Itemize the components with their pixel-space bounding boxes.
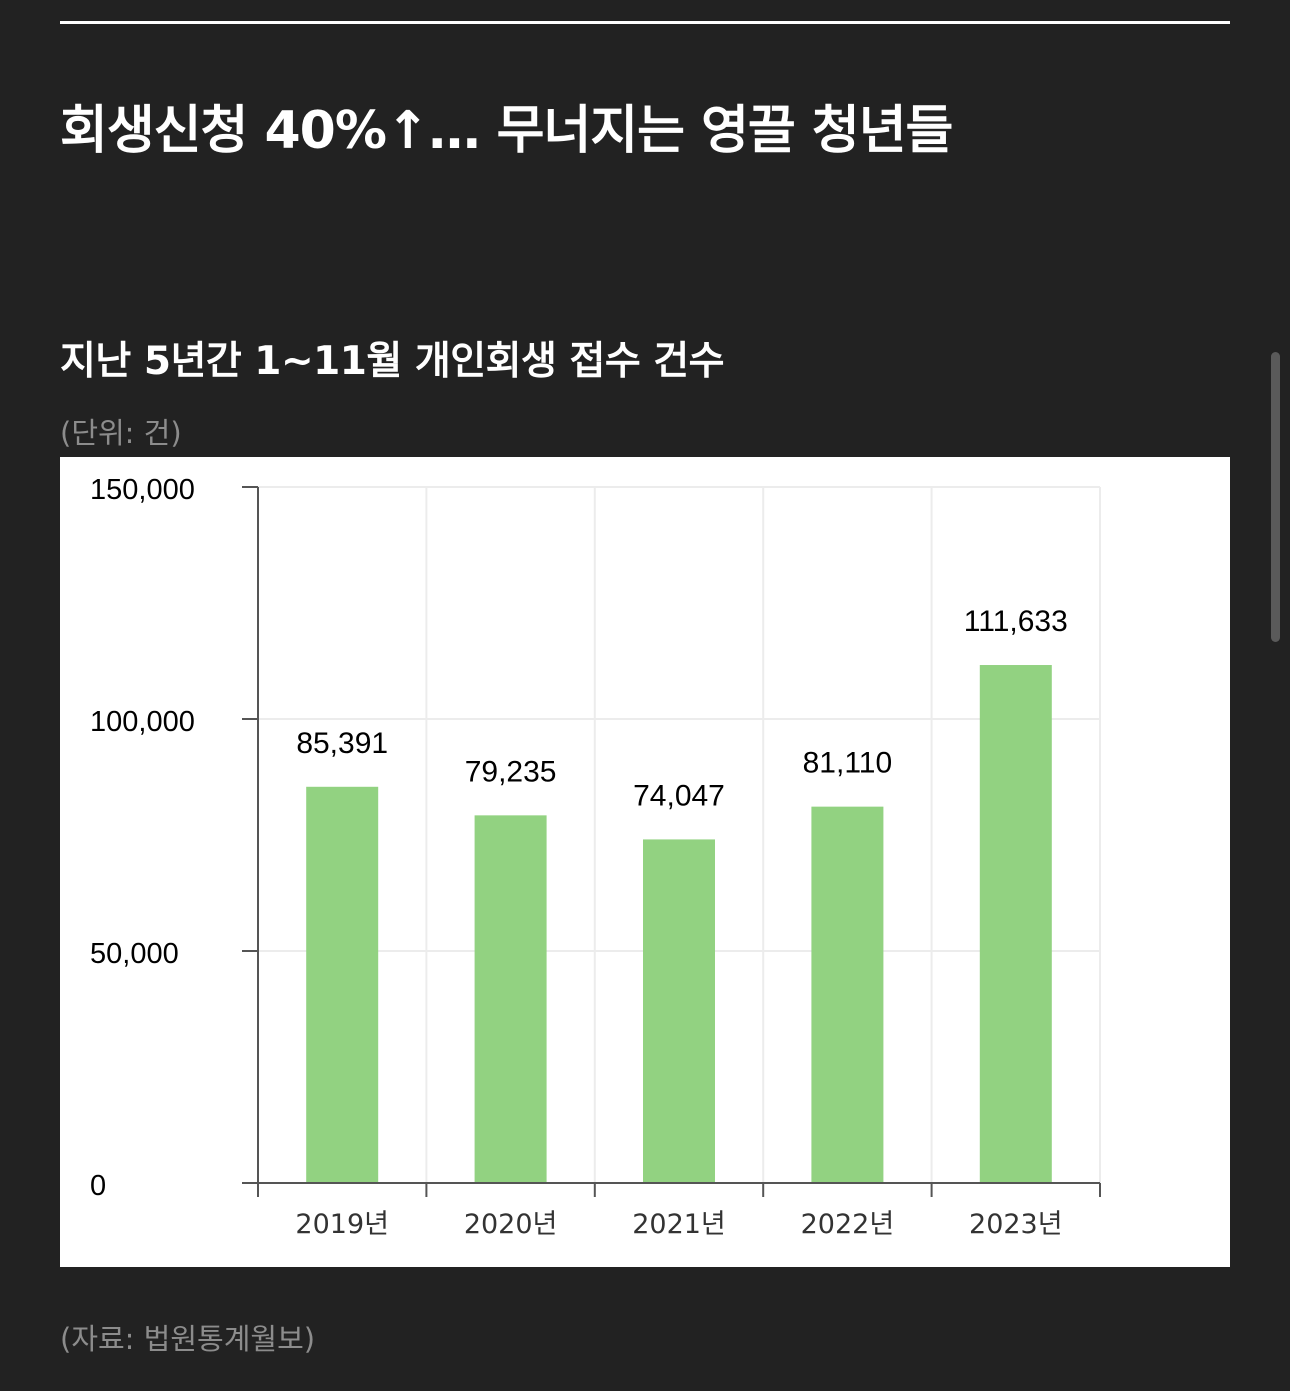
data-label: 79,235 [465, 755, 557, 788]
bar-2021년 [643, 839, 715, 1183]
x-tick-label: 2021년 [632, 1209, 726, 1240]
bar-chart-panel: 0 50,000 100,000 150,000 85,391 2019년 79,235 20… [60, 457, 1230, 1267]
top-divider [60, 21, 1230, 24]
bar-chart: 0 50,000 100,000 150,000 85,391 2019년 79,235 20… [90, 474, 1101, 1240]
x-tick-label: 2019년 [295, 1209, 389, 1240]
chart-title: 지난 5년간 1~11월 개인회생 접수 건수 [60, 339, 725, 384]
bar-2023년 [979, 665, 1052, 1183]
data-label: 85,391 [296, 727, 388, 760]
data-label: 81,110 [803, 747, 893, 780]
scrollbar-thumb[interactable] [1271, 352, 1280, 642]
y-tick-label: 150,000 [90, 474, 195, 506]
headline: 회생신청 40%↑… 무너지는 영끌 청년들 [60, 101, 953, 161]
x-tick-label: 2020년 [464, 1209, 558, 1240]
y-tick-label: 0 [90, 1170, 106, 1202]
x-tick-label: 2022년 [801, 1209, 895, 1240]
data-label: 111,633 [964, 605, 1068, 638]
source-note: (자료: 법원통계월보) [60, 1322, 316, 1356]
unit-note: (단위: 건) [60, 416, 182, 450]
bar-2022년 [811, 806, 884, 1183]
bar-2019년 [306, 786, 379, 1183]
x-tick-label: 2023년 [969, 1209, 1063, 1240]
bar-2020년 [474, 815, 547, 1183]
y-tick-label: 50,000 [90, 938, 179, 970]
data-label: 74,047 [633, 779, 725, 812]
y-tick-label: 100,000 [90, 706, 195, 738]
